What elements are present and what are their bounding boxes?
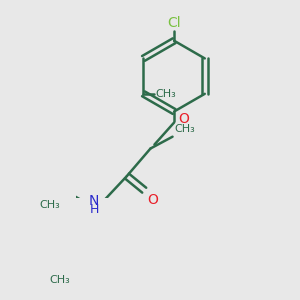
Text: CH₃: CH₃ bbox=[50, 275, 70, 285]
Text: O: O bbox=[147, 193, 158, 207]
Text: H: H bbox=[90, 202, 99, 216]
Text: CH₃: CH₃ bbox=[40, 200, 60, 210]
Text: N: N bbox=[89, 194, 99, 208]
Text: CH₃: CH₃ bbox=[174, 124, 195, 134]
Text: CH₃: CH₃ bbox=[155, 89, 176, 99]
Text: O: O bbox=[178, 112, 189, 126]
Text: Cl: Cl bbox=[167, 16, 181, 31]
